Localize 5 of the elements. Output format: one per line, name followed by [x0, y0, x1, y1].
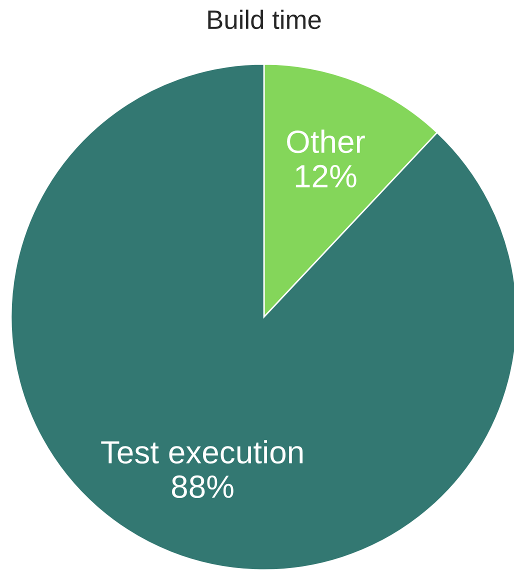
- slice-label: Test execution: [101, 440, 303, 464]
- data-label: 88%: [172, 475, 234, 498]
- slice-label: Other: [287, 130, 365, 154]
- chart-title: Build time: [208, 10, 321, 30]
- data-label: 12%: [296, 164, 356, 188]
